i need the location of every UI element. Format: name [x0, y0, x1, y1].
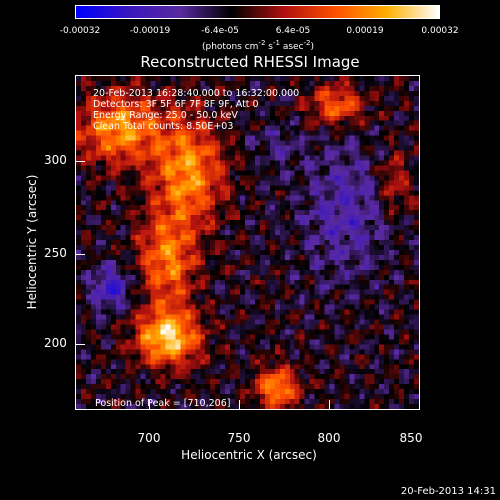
- colorbar-units: (photons cm-2 s-1 asec-2): [201, 39, 315, 52]
- x-axis-label: Heliocentric X (arcsec): [181, 448, 317, 462]
- colorbar: [75, 5, 440, 19]
- y-axis-label: Heliocentric Y (arcsec): [25, 174, 39, 310]
- image-plot: 20-Feb-2013 16:28:40.000 to 16:32:00.000…: [75, 75, 420, 410]
- x-tick-label: 750: [227, 431, 251, 445]
- colorbar-tick-label: 0.00019: [346, 26, 384, 36]
- x-tick-label: 800: [317, 431, 341, 445]
- x-major-tick: [239, 400, 240, 409]
- y-major-tick: [76, 344, 85, 345]
- y-tick-label: 250: [44, 246, 67, 260]
- plot-title: Reconstructed RHESSI Image: [140, 53, 360, 71]
- colorbar-tick-label: -6.4e-05: [201, 26, 239, 36]
- y-major-tick: [76, 254, 85, 255]
- x-major-tick: [329, 400, 330, 409]
- x-tick-label: 700: [137, 431, 161, 445]
- peak-position-label: Position of Peak = [710,206]: [95, 398, 231, 409]
- info-energy-range: Energy Range: 25.0 - 50.0 keV: [93, 110, 238, 121]
- info-detectors: Detectors: 3F 5F 6F 7F 8F 9F, Att 0: [93, 99, 259, 110]
- colorbar-tick-label: -0.00019: [129, 26, 171, 36]
- heatmap-image: [76, 76, 419, 409]
- y-major-tick: [76, 161, 85, 162]
- x-major-tick: [419, 400, 420, 409]
- x-major-tick: [149, 400, 150, 409]
- colorbar-tick-label: 6.4e-05: [275, 26, 311, 36]
- colorbar-tick-label: 0.00032: [421, 26, 459, 36]
- colorbar-tick-label: -0.00032: [59, 26, 101, 36]
- x-tick-label: 850: [399, 431, 423, 445]
- info-total-counts: Clean Total counts: 8.50E+03: [93, 121, 234, 132]
- plot-timestamp: 20-Feb-2013 14:31: [400, 486, 496, 497]
- info-observation-time: 20-Feb-2013 16:28:40.000 to 16:32:00.000: [93, 88, 300, 99]
- y-tick-label: 200: [44, 336, 67, 350]
- y-tick-label: 300: [44, 153, 67, 167]
